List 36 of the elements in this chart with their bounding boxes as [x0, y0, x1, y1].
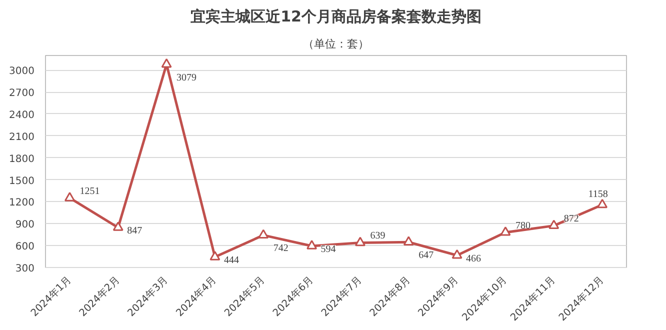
point	[112, 222, 124, 231]
y-tick-label: 300	[15, 264, 35, 274]
data-label: 444	[224, 254, 239, 266]
point	[597, 198, 608, 208]
y-tick-label: 1800	[9, 154, 35, 165]
y-tick-label: 2100	[9, 132, 35, 143]
y-tick-label: 900	[15, 220, 35, 231]
point	[306, 240, 318, 250]
data-label: 1251	[80, 186, 100, 197]
data-label: 780	[515, 220, 530, 232]
y-tick-label: 2700	[9, 88, 35, 100]
y-tick-label: 2400	[9, 110, 35, 121]
data-label: 639	[370, 230, 386, 242]
y-tick-label: 1200	[9, 198, 35, 209]
point	[500, 226, 511, 236]
point	[64, 192, 75, 202]
data-label: 1158	[588, 188, 608, 200]
y-tick-label: 1500	[9, 176, 35, 187]
chart-subtitle: （单位：套）	[303, 38, 369, 50]
point	[403, 236, 414, 246]
chart-title: 宜宾主城区近12个月商品房备案套数走势图	[190, 8, 482, 26]
y-tick-label: 600	[15, 242, 35, 253]
point	[258, 229, 269, 239]
data-label: 872	[564, 214, 579, 225]
data-label: 647	[418, 250, 434, 262]
point	[452, 249, 462, 259]
data-label: 3079	[176, 72, 197, 84]
point	[354, 236, 366, 246]
data-label: 466	[466, 253, 482, 264]
data-label: 847	[127, 226, 142, 237]
data-label: 742	[273, 243, 288, 254]
point	[161, 58, 172, 68]
point	[210, 251, 220, 260]
point	[548, 220, 560, 230]
data-label: 594	[320, 244, 336, 256]
y-tick-label: 3000	[9, 66, 35, 78]
